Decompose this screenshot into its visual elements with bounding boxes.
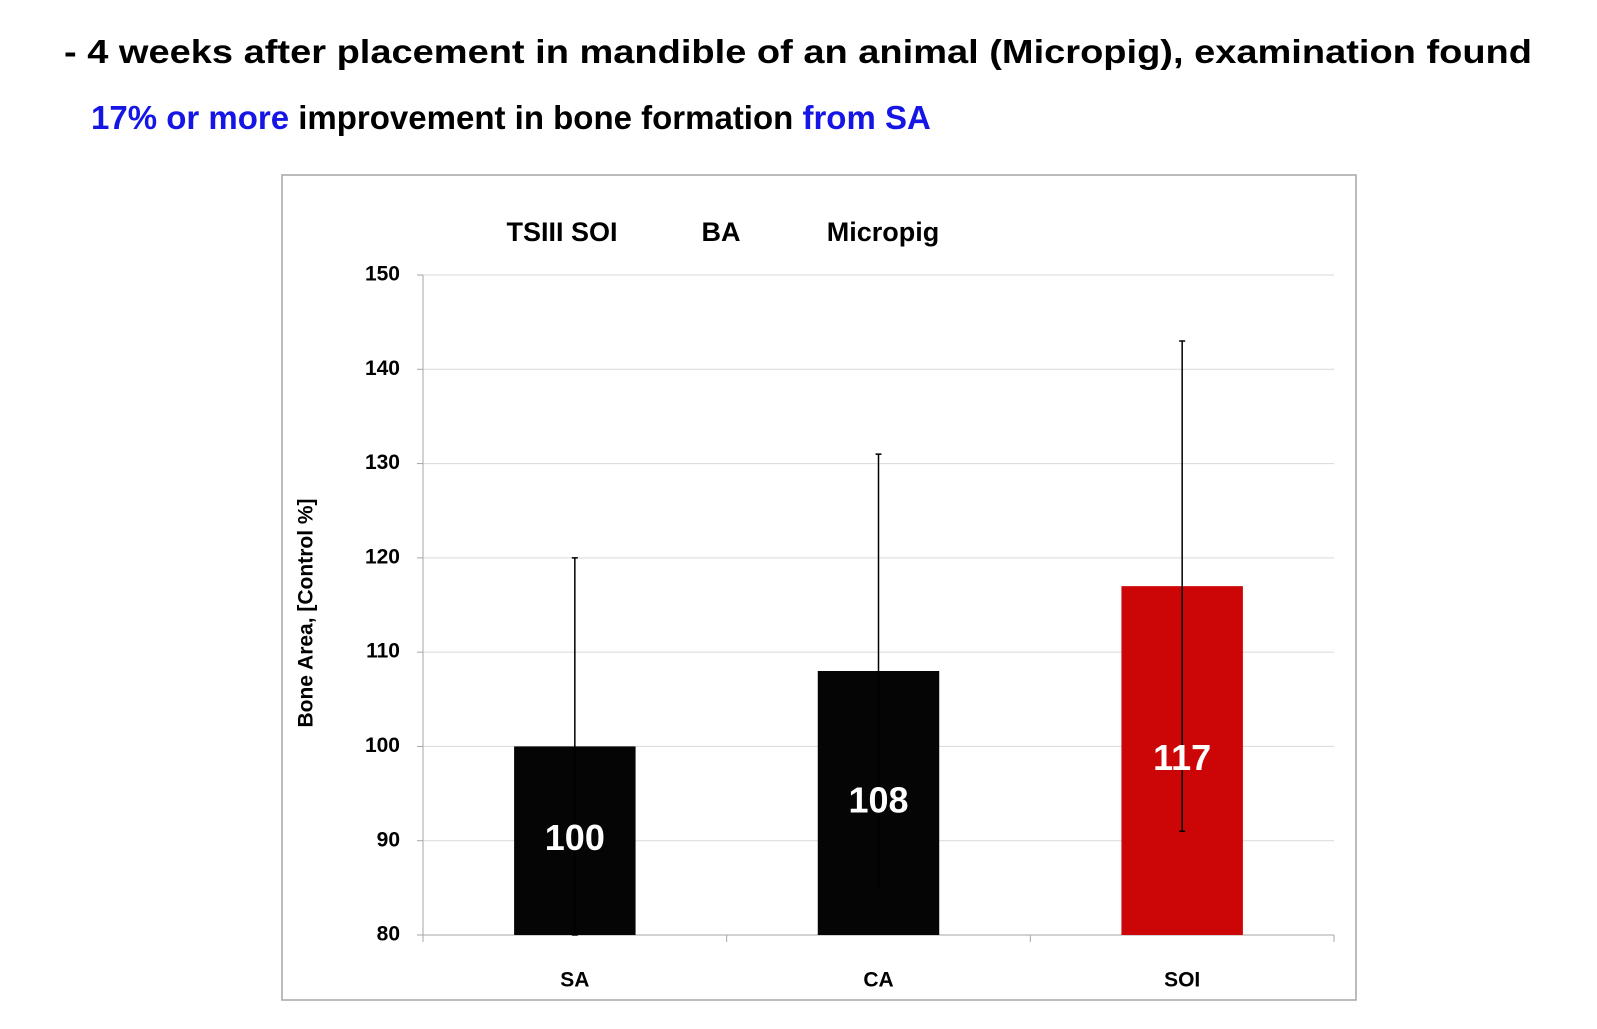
error-bar — [1179, 340, 1186, 833]
header-line: - 4 weeks after placement in mandible of… — [64, 33, 1532, 70]
error-bar — [571, 557, 578, 936]
y-axis-label: Bone Area, [Control %] — [295, 498, 318, 727]
y-tick-label: 130 — [365, 451, 400, 474]
chart-title: TSIII SOI — [506, 217, 617, 247]
y-tick-label: 150 — [365, 263, 400, 286]
y-tick-label: 90 — [377, 828, 400, 851]
header-text: - 4 weeks after placement in mandible of… — [64, 33, 1532, 70]
y-tick-label: 110 — [366, 640, 400, 663]
header-line: 17% or more improvement in bone formatio… — [91, 99, 931, 136]
error-bar — [875, 453, 882, 889]
header-text: improvement in bone formation — [289, 99, 802, 136]
y-tick-label: 140 — [365, 357, 400, 380]
data-label: 108 — [848, 780, 908, 821]
x-tick-label: SA — [560, 969, 589, 992]
data-label: 100 — [545, 817, 605, 858]
header-text: from SA — [802, 99, 930, 136]
y-tick-label: 100 — [365, 734, 400, 757]
data-label: 117 — [1153, 737, 1211, 778]
chart-title: Micropig — [827, 217, 940, 247]
x-tick-label: CA — [863, 969, 893, 992]
y-tick-label: 120 — [365, 545, 400, 568]
chart-title: BA — [702, 217, 741, 247]
x-tick-label: SOI — [1164, 969, 1200, 992]
y-tick-label: 80 — [377, 923, 400, 946]
header-text: 17% or more — [91, 99, 289, 136]
